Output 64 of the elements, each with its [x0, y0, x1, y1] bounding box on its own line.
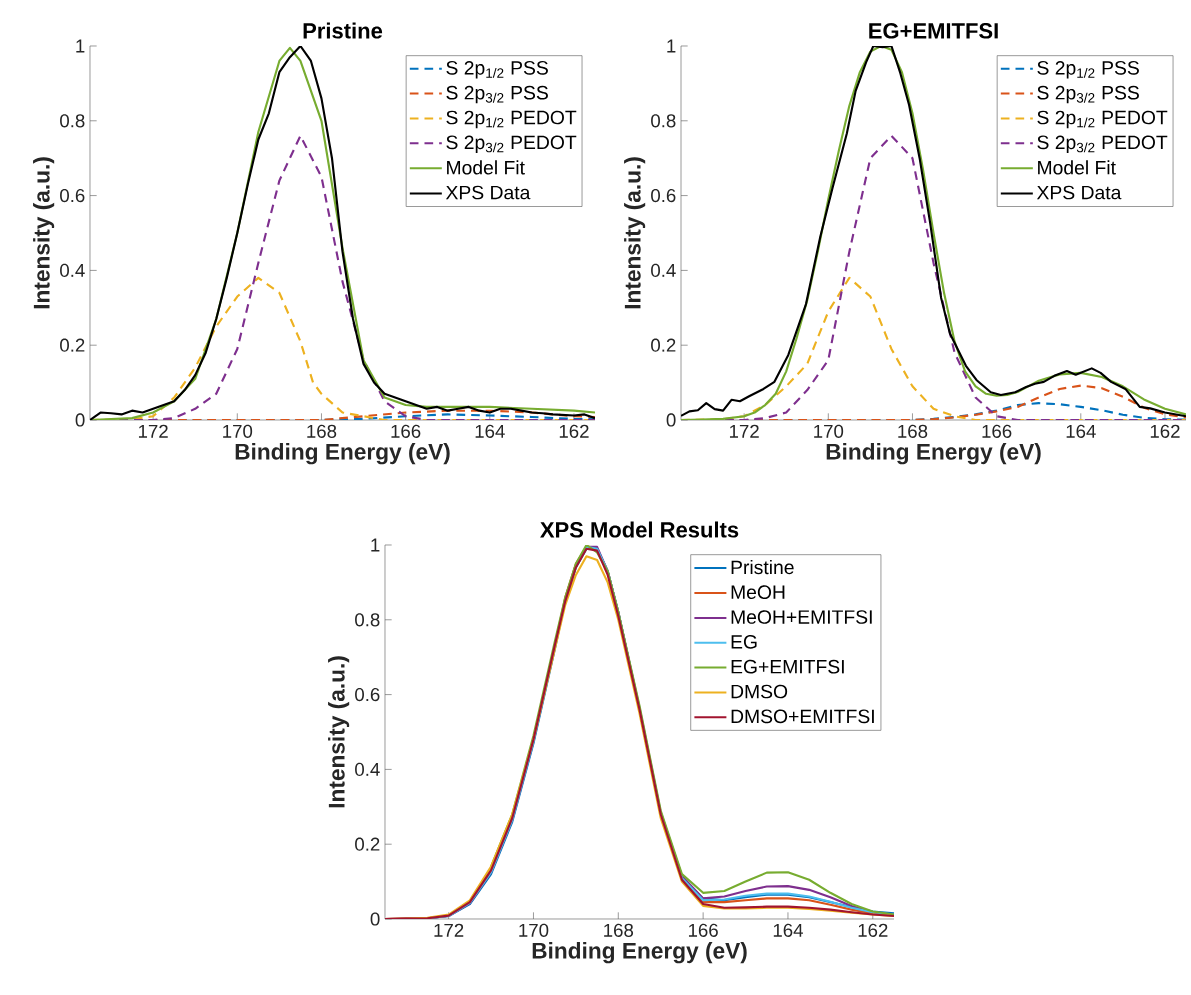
x-tick-label: 172 — [434, 923, 464, 937]
y-tick-label: 0.8 — [651, 114, 676, 128]
x-tick-label: 170 — [519, 923, 549, 937]
legend-label: Model Fit — [1038, 160, 1116, 175]
chart-title: XPS Model Results — [540, 521, 739, 538]
y-tick-label: 0.6 — [355, 687, 380, 702]
y-axis-title: Intensity (a.u.) — [33, 157, 55, 309]
y-tick-label: 1 — [76, 39, 85, 53]
y-tick-label: 0.6 — [60, 188, 85, 203]
x-tick-label: 170 — [223, 424, 253, 438]
legend-label: S 2p$_{1/2}$ PSS — [446, 60, 548, 79]
x-tick-label: 162 — [1150, 424, 1180, 438]
y-tick-label: 0 — [370, 912, 380, 926]
x-tick-label: 166 — [688, 923, 718, 937]
x-tick-label: 170 — [814, 424, 844, 438]
legend-label: Model Fit — [447, 160, 525, 175]
y-tick-label: 0.8 — [355, 613, 380, 627]
x-tick-label: 172 — [729, 424, 759, 438]
legend-label: EG — [731, 635, 757, 649]
legend-label: Pristine — [731, 560, 794, 575]
x-tick-label: 164 — [773, 923, 803, 937]
y-tick-label: 0.4 — [355, 762, 380, 777]
legend-label: S 2p$_{3/2}$ PSS — [1037, 85, 1139, 104]
y-tick-label: 0.4 — [60, 263, 85, 277]
legend-label: XPS Data — [445, 185, 531, 200]
legend-label: S 2p$_{3/2}$ PEDOT — [1037, 135, 1168, 154]
x-tick-label: 166 — [982, 424, 1012, 438]
x-tick-label: 166 — [391, 424, 421, 438]
legend-label: MeOH+EMITFSI — [731, 610, 872, 624]
x-tick-label: 172 — [138, 424, 168, 438]
legend-label: S 2p$_{1/2}$ PSS — [1037, 60, 1139, 79]
chart-title: Pristine — [303, 22, 383, 39]
x-tick-label: 168 — [898, 424, 928, 438]
legend-label: DMSO+EMITFSI — [731, 709, 874, 724]
x-tick-label: 164 — [1066, 424, 1096, 438]
x-tick-label: 168 — [604, 923, 634, 937]
legend-label: S 2p$_{1/2}$ PEDOT — [1037, 110, 1168, 129]
y-tick-label: 0.2 — [651, 338, 676, 352]
x-tick-label: 162 — [858, 923, 888, 937]
legend-label: DMSO — [731, 684, 788, 699]
y-tick-label: 0.2 — [355, 837, 380, 851]
chart-title: EG+EMITFSI — [869, 23, 998, 39]
y-tick-label: 1 — [371, 538, 380, 552]
y-tick-label: 1 — [667, 39, 676, 53]
y-tick-label: 0.6 — [651, 188, 676, 203]
legend-label: S 2p$_{1/2}$ PEDOT — [446, 110, 577, 129]
x-tick-label: 164 — [475, 424, 505, 438]
y-axis-title: Intensity (a.u.) — [328, 656, 350, 808]
x-axis-title: Binding Energy (eV) — [826, 443, 1041, 465]
legend-label: EG+EMITFSI — [731, 659, 844, 674]
legend-label: S 2p$_{3/2}$ PEDOT — [446, 135, 577, 154]
y-axis-title: Intensity (a.u.) — [624, 157, 646, 309]
y-tick-label: 0.8 — [60, 114, 85, 128]
x-tick-label: 162 — [559, 424, 589, 438]
legend-label: XPS Data — [1036, 185, 1122, 200]
legend-label: S 2p$_{3/2}$ PSS — [446, 85, 548, 104]
y-tick-label: 0 — [666, 413, 676, 427]
y-tick-label: 0.4 — [651, 263, 676, 277]
x-tick-label: 168 — [307, 424, 337, 438]
y-tick-label: 0 — [75, 413, 85, 427]
legend-label: MeOH — [731, 585, 785, 600]
y-tick-label: 0.2 — [60, 338, 85, 352]
x-axis-title: Binding Energy (eV) — [532, 942, 747, 964]
x-axis-title: Binding Energy (eV) — [235, 443, 450, 465]
